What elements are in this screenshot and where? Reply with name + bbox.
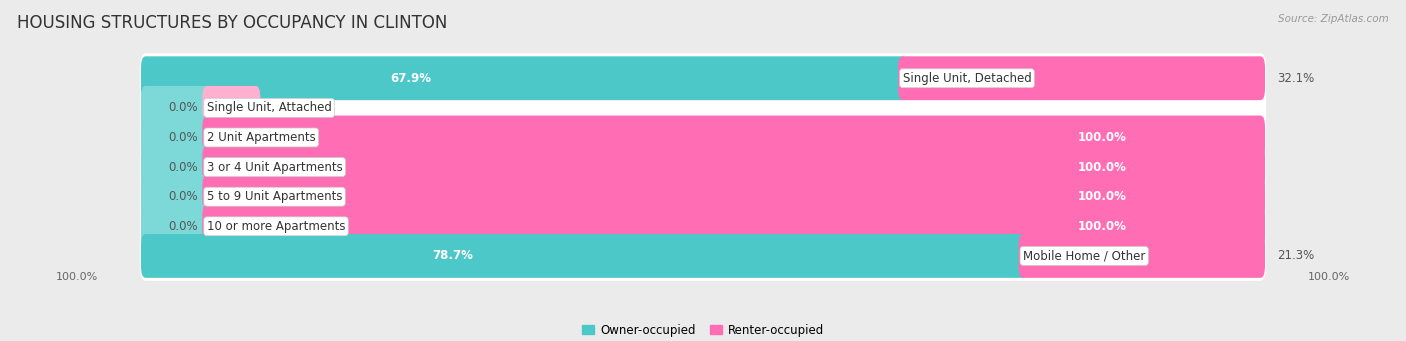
Text: 0.0%: 0.0% bbox=[169, 190, 198, 203]
Text: Single Unit, Detached: Single Unit, Detached bbox=[903, 72, 1032, 85]
FancyBboxPatch shape bbox=[898, 56, 1265, 100]
Text: Mobile Home / Other: Mobile Home / Other bbox=[1024, 249, 1146, 263]
Text: 78.7%: 78.7% bbox=[432, 249, 472, 263]
FancyBboxPatch shape bbox=[1018, 234, 1265, 278]
FancyBboxPatch shape bbox=[141, 234, 1028, 278]
Text: 10 or more Apartments: 10 or more Apartments bbox=[207, 220, 346, 233]
FancyBboxPatch shape bbox=[139, 202, 1267, 251]
FancyBboxPatch shape bbox=[202, 145, 1265, 189]
FancyBboxPatch shape bbox=[202, 204, 1265, 248]
Text: 100.0%: 100.0% bbox=[1078, 161, 1128, 174]
FancyBboxPatch shape bbox=[139, 231, 1267, 281]
FancyBboxPatch shape bbox=[141, 86, 211, 130]
FancyBboxPatch shape bbox=[202, 116, 1265, 159]
Text: 100.0%: 100.0% bbox=[1078, 190, 1128, 203]
Text: 0.0%: 0.0% bbox=[169, 131, 198, 144]
Text: 100.0%: 100.0% bbox=[1308, 272, 1350, 282]
Text: HOUSING STRUCTURES BY OCCUPANCY IN CLINTON: HOUSING STRUCTURES BY OCCUPANCY IN CLINT… bbox=[17, 14, 447, 32]
FancyBboxPatch shape bbox=[139, 172, 1267, 222]
FancyBboxPatch shape bbox=[202, 175, 1265, 219]
Text: 32.1%: 32.1% bbox=[1277, 72, 1315, 85]
FancyBboxPatch shape bbox=[139, 83, 1267, 133]
Text: 0.0%: 0.0% bbox=[273, 101, 302, 114]
Legend: Owner-occupied, Renter-occupied: Owner-occupied, Renter-occupied bbox=[582, 324, 824, 337]
Text: Source: ZipAtlas.com: Source: ZipAtlas.com bbox=[1278, 14, 1389, 24]
FancyBboxPatch shape bbox=[141, 56, 907, 100]
FancyBboxPatch shape bbox=[141, 175, 211, 219]
Text: 0.0%: 0.0% bbox=[169, 101, 198, 114]
Text: 100.0%: 100.0% bbox=[1078, 131, 1128, 144]
Text: 2 Unit Apartments: 2 Unit Apartments bbox=[207, 131, 315, 144]
FancyBboxPatch shape bbox=[139, 142, 1267, 192]
FancyBboxPatch shape bbox=[202, 86, 260, 130]
Text: 67.9%: 67.9% bbox=[389, 72, 432, 85]
FancyBboxPatch shape bbox=[141, 145, 211, 189]
FancyBboxPatch shape bbox=[141, 204, 211, 248]
FancyBboxPatch shape bbox=[139, 54, 1267, 103]
Text: 0.0%: 0.0% bbox=[169, 220, 198, 233]
Text: Single Unit, Attached: Single Unit, Attached bbox=[207, 101, 332, 114]
Text: 100.0%: 100.0% bbox=[1078, 220, 1128, 233]
FancyBboxPatch shape bbox=[141, 116, 211, 159]
Text: 3 or 4 Unit Apartments: 3 or 4 Unit Apartments bbox=[207, 161, 343, 174]
FancyBboxPatch shape bbox=[139, 113, 1267, 162]
Text: 0.0%: 0.0% bbox=[169, 161, 198, 174]
Text: 21.3%: 21.3% bbox=[1277, 249, 1315, 263]
Text: 100.0%: 100.0% bbox=[56, 272, 98, 282]
Text: 5 to 9 Unit Apartments: 5 to 9 Unit Apartments bbox=[207, 190, 342, 203]
